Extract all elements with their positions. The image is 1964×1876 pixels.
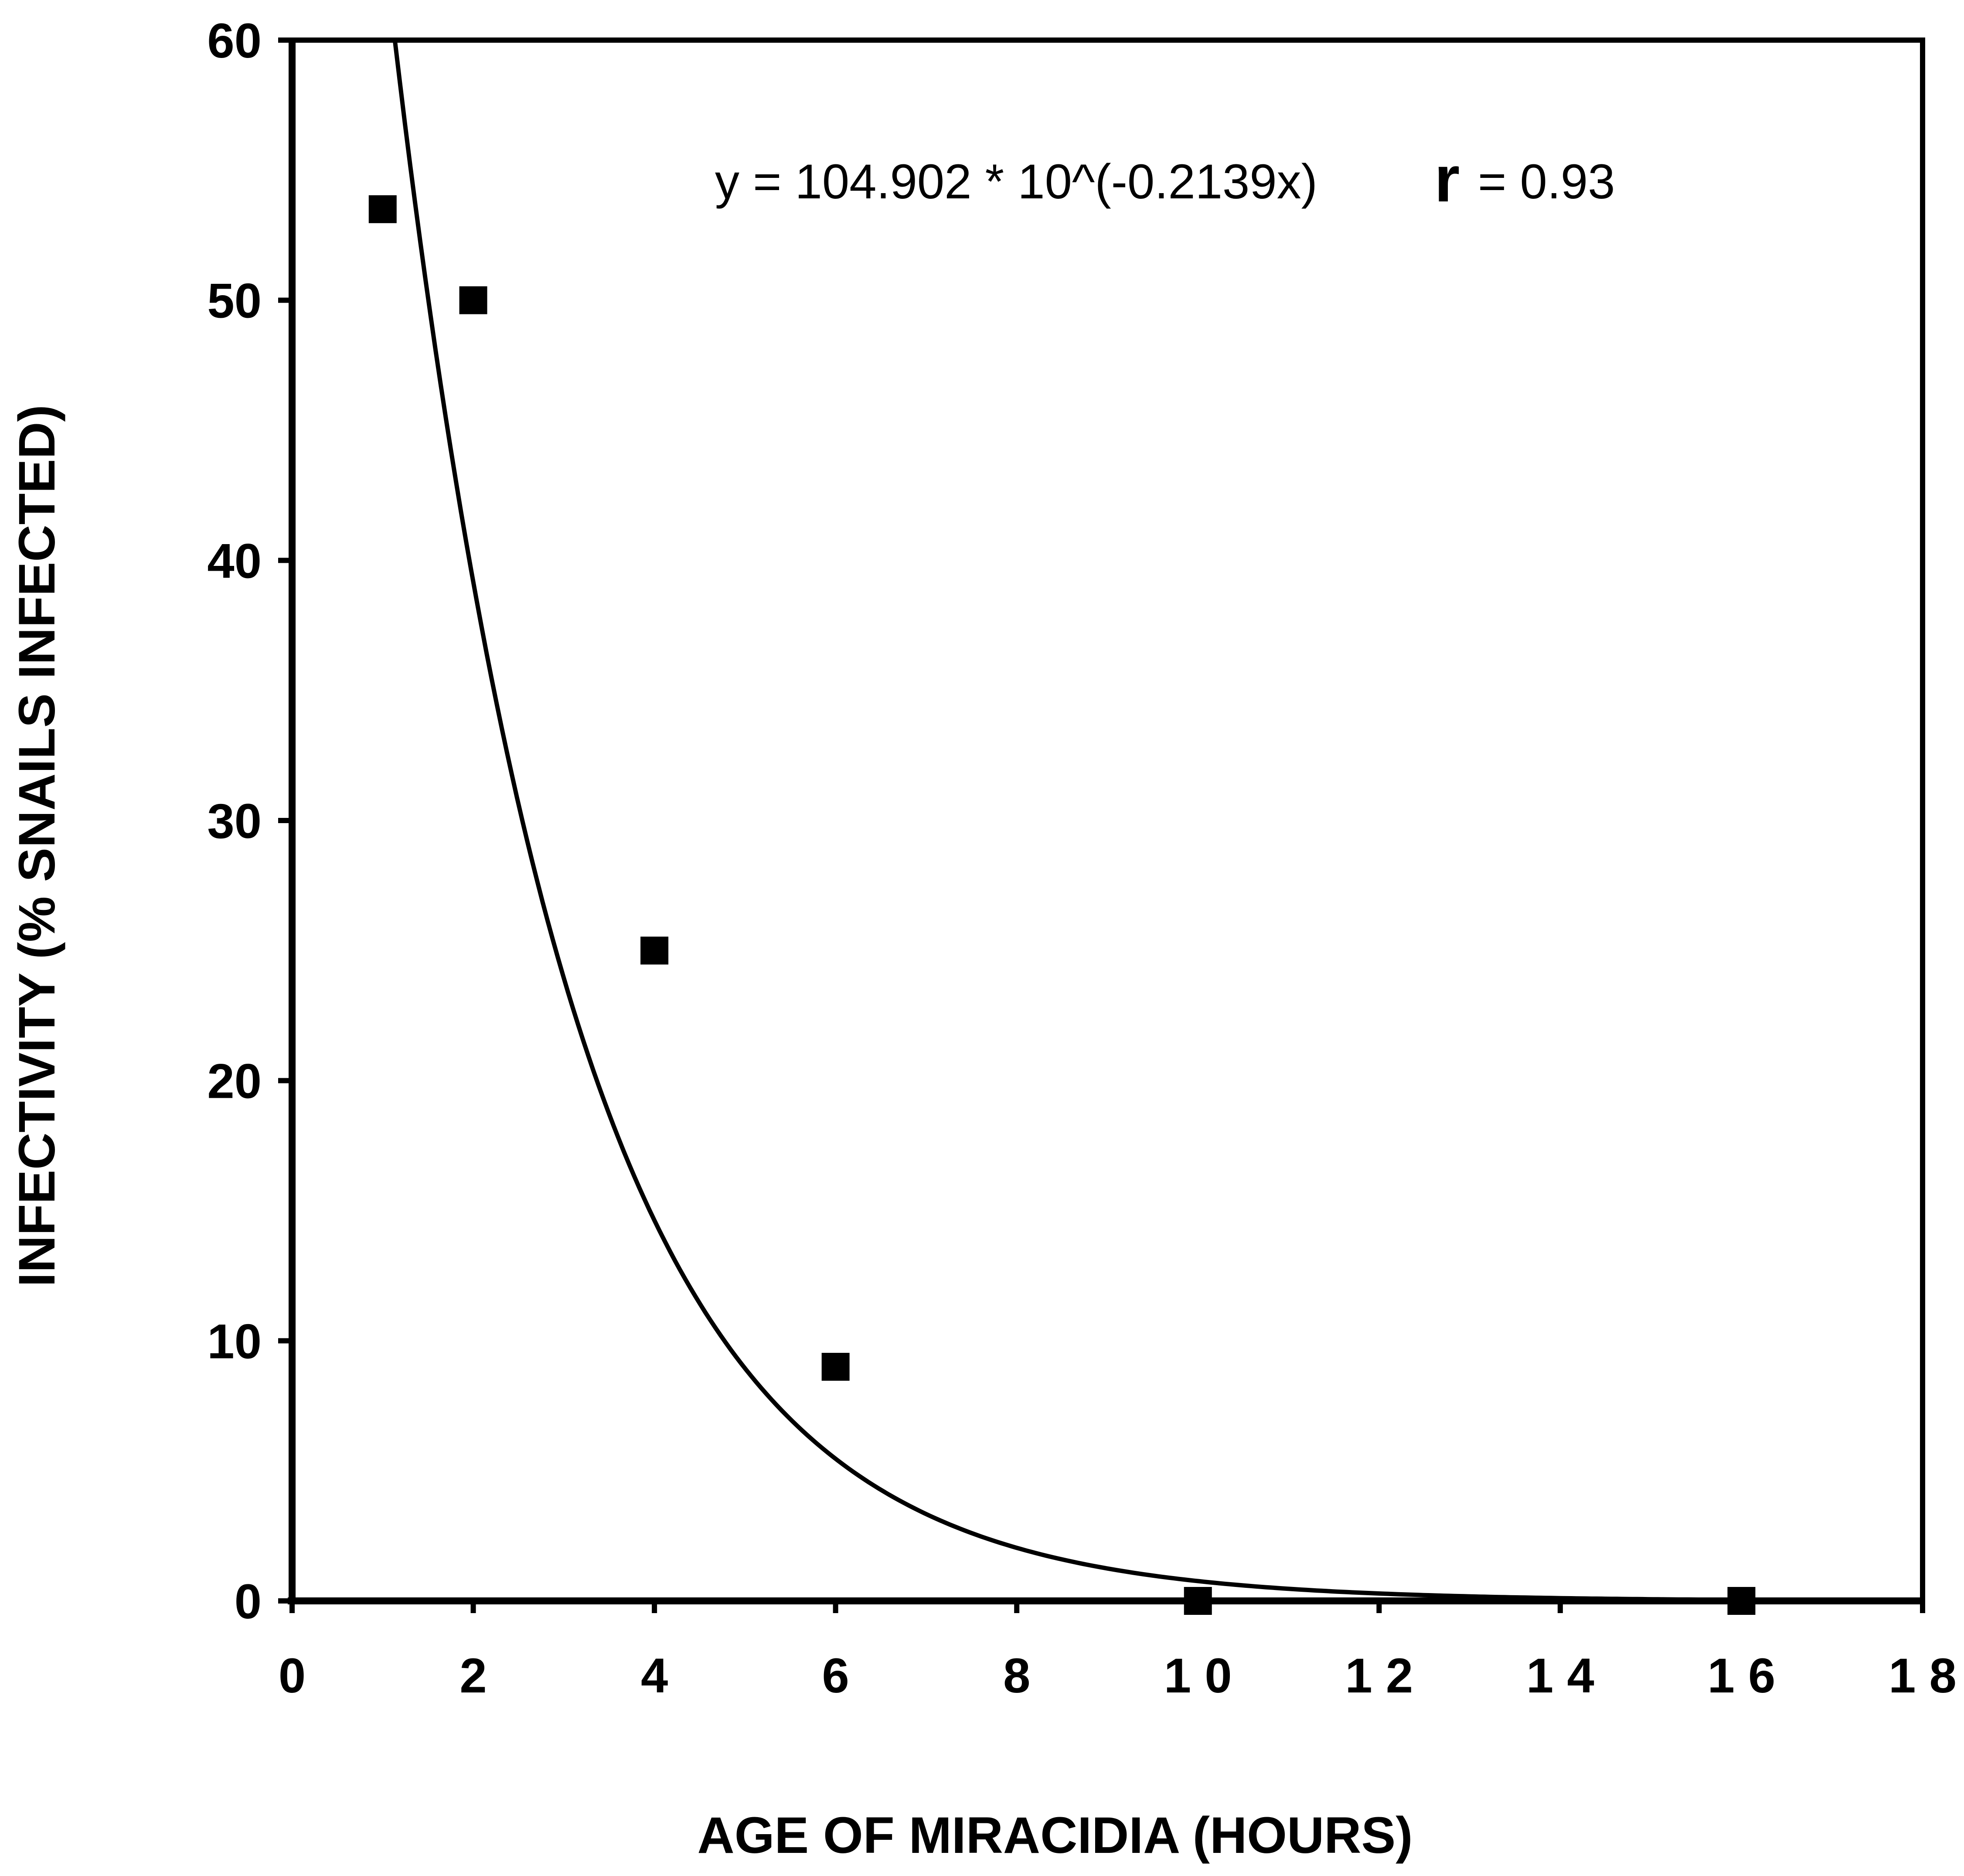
- y-tick-label: 10: [207, 1314, 262, 1369]
- x-tick-label: 4: [641, 1648, 668, 1703]
- data-point: [640, 936, 669, 965]
- data-point: [368, 195, 397, 223]
- x-axis-title: AGE OF MIRACIDIA (HOURS): [698, 1807, 1413, 1864]
- x-tick-label: 1 2: [1345, 1648, 1413, 1703]
- data-points: [368, 195, 1756, 1615]
- x-tick-label: 1 6: [1708, 1648, 1776, 1703]
- y-tick-label: 30: [207, 794, 262, 848]
- x-tick-label: 1 8: [1889, 1648, 1957, 1703]
- plot-frame: [289, 37, 1925, 1604]
- x-tick-label: 6: [822, 1648, 849, 1703]
- x-tick-label: 0: [279, 1648, 306, 1703]
- data-point: [1727, 1587, 1756, 1615]
- equation-annotation: y = 104.902 * 10^(-0.2139x): [715, 154, 1317, 209]
- data-point: [821, 1353, 850, 1381]
- y-tick-label: 60: [207, 14, 262, 68]
- x-axis-ticks: 0 2 4 6 8 1 0 1 2 1 4 1 6 1 8: [279, 1601, 1957, 1703]
- y-axis-title: INFECTIVITY (% SNAILS INFECTED): [8, 405, 66, 1287]
- r-value: = 0.93: [1478, 154, 1615, 209]
- r-symbol: r: [1434, 142, 1460, 215]
- x-tick-label: 8: [1003, 1648, 1030, 1703]
- fit-curve: [392, 40, 1923, 1603]
- data-point: [459, 286, 487, 314]
- y-tick-label: 40: [207, 534, 262, 588]
- data-point: [1184, 1587, 1212, 1615]
- x-tick-label: 2: [460, 1648, 487, 1703]
- x-tick-label: 1 0: [1164, 1648, 1232, 1703]
- y-tick-label: 20: [207, 1054, 262, 1109]
- x-tick-label: 1 4: [1526, 1648, 1594, 1703]
- y-axis-ticks: 0 10 20 30 40 50 60: [207, 14, 292, 1629]
- y-tick-label: 50: [207, 274, 262, 328]
- y-tick-label: 0: [235, 1574, 262, 1629]
